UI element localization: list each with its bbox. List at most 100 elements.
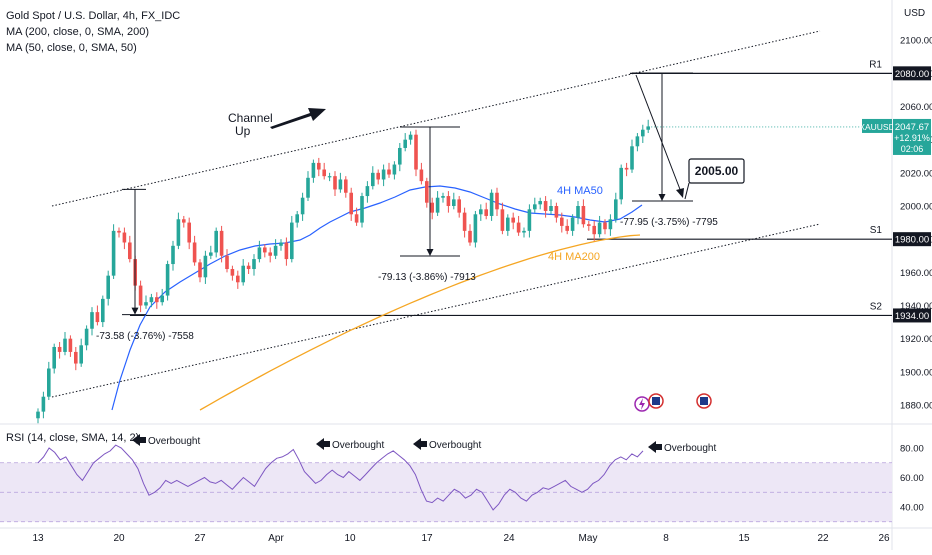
- candle-body: [338, 179, 343, 190]
- candle-body: [306, 177, 310, 198]
- candle-body: [252, 259, 256, 270]
- channel-arrow: [270, 108, 326, 129]
- candle-body: [527, 209, 532, 231]
- candle-body: [554, 206, 559, 218]
- candle-body: [403, 139, 407, 148]
- overbought-label: Overbought: [332, 440, 384, 451]
- candle-body: [533, 204, 537, 210]
- candle-body: [144, 302, 148, 306]
- overbought-arrow-icon: [316, 438, 330, 450]
- candle-body: [608, 219, 613, 230]
- candle-body: [646, 126, 650, 130]
- candle-body: [495, 192, 499, 210]
- price-tick-label: 2000.00: [900, 202, 932, 213]
- candle-body: [41, 396, 46, 412]
- candle-body: [241, 265, 245, 283]
- ma200-line: [199, 234, 641, 411]
- current-price-badge: [893, 118, 931, 155]
- candle-body: [581, 206, 586, 225]
- candle-body: [106, 275, 110, 299]
- candle-body: [603, 222, 607, 230]
- ma50-line: [111, 185, 643, 411]
- flag-icon: [700, 397, 708, 405]
- candle-body: [344, 179, 348, 193]
- ma50-legend[interactable]: MA (50, close, 0, SMA, 50): [6, 42, 137, 54]
- symbol-title[interactable]: Gold Spot / U.S. Dollar, 4h, FX_IDC: [6, 10, 181, 22]
- level-price-badge: [893, 66, 931, 81]
- candle-body: [489, 192, 494, 216]
- time-tick-label: Apr: [268, 533, 284, 544]
- candle-body: [295, 214, 299, 223]
- candle-body: [619, 167, 623, 200]
- time-tick-label: 17: [421, 533, 433, 544]
- measure-arrow-head: [426, 249, 434, 256]
- candle-body: [441, 196, 445, 198]
- candle-body: [36, 411, 40, 419]
- candle-body: [263, 247, 267, 253]
- flag-icon: [652, 397, 660, 405]
- candle-body: [155, 297, 159, 303]
- candle-body: [327, 176, 332, 178]
- rsi-line: [37, 444, 644, 511]
- candle-body: [387, 169, 391, 175]
- time-tick-label: 15: [738, 533, 750, 544]
- candle-body: [47, 368, 51, 397]
- candle-body: [354, 214, 359, 223]
- candle-body: [317, 162, 321, 170]
- level-price-label: 1980.00: [895, 235, 929, 246]
- candle-body: [333, 176, 337, 190]
- time-tick-label: 27: [194, 533, 206, 544]
- candle-body: [182, 219, 186, 223]
- overbought-arrow-icon: [132, 434, 146, 446]
- candle-body: [68, 338, 73, 352]
- measure-label: -79.13 (-3.86%) -7913: [378, 272, 476, 283]
- channel-label: Channel: [228, 111, 273, 125]
- level-r1-tag: R1: [869, 59, 882, 70]
- candle-body: [63, 338, 67, 352]
- rsi-legend[interactable]: RSI (14, close, SMA, 14, 2): [6, 432, 140, 444]
- candle-body: [349, 192, 353, 215]
- candle-body: [565, 225, 569, 231]
- time-tick-label: 8: [663, 533, 669, 544]
- candle-body: [462, 212, 467, 231]
- candle-body: [479, 209, 483, 215]
- candle-body: [165, 264, 170, 296]
- price-tick-label: 1960.00: [900, 268, 932, 279]
- level-price-badge: [893, 308, 931, 323]
- candle-body: [79, 345, 83, 364]
- candle-body: [138, 285, 143, 306]
- candle-body: [279, 242, 283, 246]
- candle-body: [516, 222, 521, 233]
- candle-body: [219, 230, 224, 256]
- candle-body: [95, 312, 100, 323]
- candle-body: [408, 134, 413, 140]
- candle-body: [587, 224, 591, 226]
- lightning-icon: [639, 398, 645, 410]
- ma50-annotation: 4H MA50: [557, 185, 603, 197]
- target-pointer: [684, 182, 690, 200]
- level-s1-tag: S1: [870, 225, 883, 236]
- candle-body: [597, 222, 602, 235]
- price-tick-label: 1900.00: [900, 367, 932, 378]
- currency-label[interactable]: USD: [904, 8, 926, 19]
- candle-body: [392, 164, 397, 175]
- time-tick-label: 22: [817, 533, 829, 544]
- candle-body: [322, 169, 326, 177]
- candle-body: [592, 225, 596, 235]
- candle-body: [101, 298, 105, 323]
- candle-body: [209, 252, 213, 256]
- candle-body: [365, 186, 370, 197]
- rsi-tick-label: 80.00: [900, 444, 924, 455]
- candle-body: [171, 245, 175, 265]
- candle-body: [435, 197, 440, 213]
- price-tick-label: 1940.00: [900, 301, 932, 312]
- ma200-legend[interactable]: MA (200, close, 0, SMA, 200): [6, 26, 150, 38]
- price-tick-label: 1920.00: [900, 334, 932, 345]
- candle-body: [630, 146, 634, 170]
- candle-body: [425, 181, 429, 203]
- candle-body: [90, 312, 94, 329]
- candle-body: [624, 167, 629, 170]
- symbol-badge: [862, 118, 892, 133]
